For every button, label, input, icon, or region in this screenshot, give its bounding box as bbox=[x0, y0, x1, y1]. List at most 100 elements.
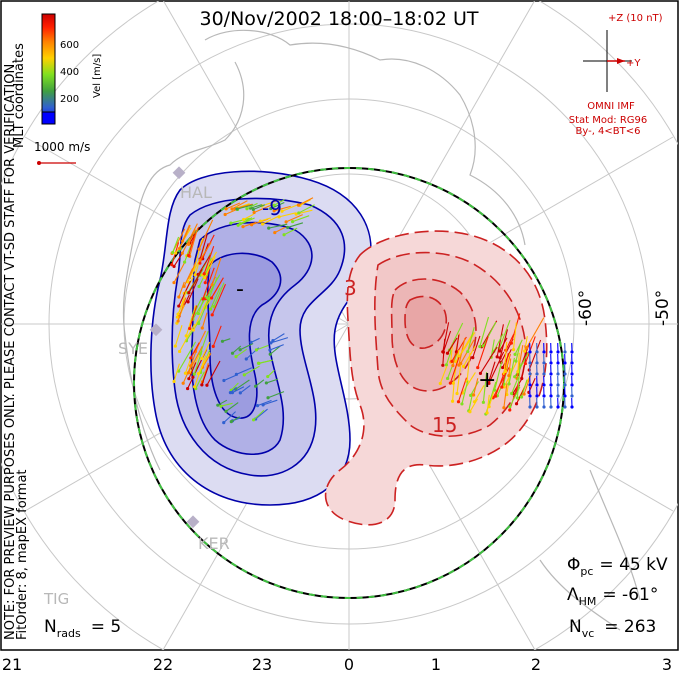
velocity-vector-origin bbox=[172, 379, 176, 384]
velocity-vector bbox=[278, 212, 296, 218]
velocity-vector bbox=[456, 364, 462, 394]
velocity-vector bbox=[511, 377, 519, 394]
velocity-vector-origin bbox=[230, 351, 235, 355]
velocity-vector bbox=[281, 204, 298, 212]
velocity-vector bbox=[509, 381, 520, 411]
velocity-vector-origin bbox=[523, 349, 527, 353]
velocity-vector bbox=[455, 334, 460, 352]
velocity-vector bbox=[223, 374, 237, 382]
velocity-vector-origin bbox=[228, 391, 233, 395]
imf-source: OMNI IMF bbox=[587, 101, 635, 112]
contour-label-15: 15 bbox=[432, 413, 457, 437]
velocity-vector-origin bbox=[516, 370, 520, 374]
velocity-vector bbox=[457, 377, 468, 402]
velocity-vector bbox=[243, 213, 254, 220]
velocity-vector bbox=[273, 199, 285, 206]
velocity-vector-origin bbox=[176, 319, 180, 323]
velocity-vector-origin bbox=[502, 385, 506, 389]
velocity-vector-origin bbox=[528, 383, 532, 387]
velocity-vector-origin bbox=[229, 221, 233, 225]
velocity-vector-origin bbox=[535, 350, 539, 354]
velocity-vector bbox=[508, 358, 512, 376]
velocity-vector-origin bbox=[445, 351, 450, 355]
velocity-vector-origin bbox=[514, 402, 519, 406]
velocity-vector bbox=[179, 323, 196, 352]
velocity-vector-origin bbox=[267, 226, 271, 230]
velocity-vector bbox=[179, 225, 191, 249]
velocity-vector-origin bbox=[229, 420, 233, 424]
velocity-vector-origin bbox=[556, 394, 560, 398]
velocity-vector-origin bbox=[487, 381, 491, 385]
velocity-vector-origin bbox=[186, 371, 190, 375]
lat-label-60: -60° bbox=[576, 290, 596, 326]
phi-pc-stat: Φpc = 45 kV bbox=[567, 555, 668, 578]
velocity-vector bbox=[442, 330, 452, 353]
velocity-vector bbox=[189, 227, 199, 257]
velocity-vector-origin bbox=[196, 311, 200, 316]
velocity-vector-origin bbox=[563, 350, 567, 354]
velocity-vector-origin bbox=[202, 272, 206, 276]
velocity-vector-origin bbox=[230, 207, 234, 211]
velocity-vector-origin bbox=[172, 264, 176, 269]
velocity-vector bbox=[206, 274, 221, 298]
velocity-vector bbox=[287, 222, 304, 228]
velocity-vector bbox=[198, 219, 214, 250]
velocity-vector-origin bbox=[238, 222, 242, 226]
velocity-vector-origin bbox=[284, 220, 288, 224]
velocity-vector bbox=[442, 338, 446, 366]
velocity-vector-origin bbox=[277, 215, 281, 219]
velocity-vector bbox=[524, 336, 528, 352]
velocity-vector bbox=[512, 322, 517, 350]
velocity-vector bbox=[469, 398, 479, 413]
velocity-vector-origin bbox=[224, 409, 228, 413]
stats-block: Φpc = 45 kV ΛHM = -61° Nvc = 263 Nrads = 5 bbox=[44, 555, 668, 640]
velocity-vector-origin bbox=[549, 383, 553, 387]
nvc-stat: Nvc = 263 bbox=[569, 617, 656, 640]
velocity-vector bbox=[479, 346, 498, 374]
velocity-vector-origin bbox=[170, 263, 174, 267]
velocity-vector-origin bbox=[264, 381, 268, 385]
velocity-vector bbox=[283, 227, 298, 236]
velocity-vector-origin bbox=[570, 350, 574, 354]
velocity-vector bbox=[199, 242, 212, 261]
velocity-vector-origin bbox=[549, 350, 553, 354]
station-markers bbox=[149, 166, 200, 529]
velocity-vector bbox=[274, 226, 286, 234]
velocity-vector-origin bbox=[200, 326, 204, 330]
velocity-vector-origin bbox=[570, 361, 574, 365]
velocity-vector-origin bbox=[203, 276, 207, 280]
velocity-vector-origin bbox=[457, 363, 461, 367]
velocity-vector-origin bbox=[528, 361, 532, 365]
velocity-vector bbox=[253, 409, 265, 421]
velocity-vector-origin bbox=[235, 207, 239, 211]
velocity-vector-origin bbox=[219, 404, 223, 408]
velocity-vector bbox=[514, 339, 523, 355]
velocity-vector-origin bbox=[266, 374, 270, 379]
imf-dial: +Z (10 nT) +Y OMNI IMF Stat Mod: RG96 By… bbox=[569, 13, 663, 137]
station-ker: KER bbox=[198, 534, 230, 553]
velocity-vector-origin bbox=[481, 400, 485, 404]
velocity-vector-origin bbox=[186, 253, 191, 258]
velocity-vector-origin bbox=[472, 393, 476, 397]
velocity-vector-origin bbox=[478, 344, 482, 349]
negative-potential-cell bbox=[150, 170, 372, 506]
velocity-vector bbox=[506, 368, 512, 395]
velocity-vector bbox=[299, 199, 311, 206]
velocity-vector bbox=[209, 287, 221, 310]
velocity-vector-origin bbox=[223, 212, 227, 217]
velocity-vector-origin bbox=[178, 349, 182, 354]
station-hal: HAL bbox=[180, 183, 212, 202]
velocity-vector-origin bbox=[249, 340, 253, 344]
velocity-vector bbox=[189, 305, 198, 329]
velocity-vector-origin bbox=[191, 375, 195, 379]
velocity-vector-origin bbox=[269, 206, 273, 211]
velocity-vector-origin bbox=[175, 315, 180, 319]
velocity-vector-origin bbox=[451, 363, 455, 368]
plot-frame bbox=[0, 0, 679, 651]
velocity-vector bbox=[493, 333, 504, 352]
velocity-vector-origin bbox=[528, 372, 532, 376]
velocity-vector bbox=[258, 360, 272, 364]
velocity-vector bbox=[197, 254, 211, 275]
velocity-vector bbox=[176, 290, 187, 318]
velocity-vector bbox=[494, 361, 503, 391]
